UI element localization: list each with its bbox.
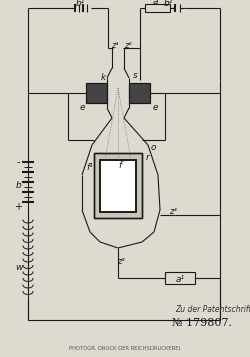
Bar xyxy=(86,83,107,103)
Text: z⁴: z⁴ xyxy=(169,207,177,216)
Text: r: r xyxy=(146,154,150,162)
Text: z³: z³ xyxy=(117,256,125,266)
Bar xyxy=(86,83,107,103)
Bar xyxy=(100,160,136,212)
Text: w: w xyxy=(15,263,23,272)
Text: № 179807.: № 179807. xyxy=(172,318,232,328)
Text: a¹: a¹ xyxy=(176,275,184,283)
Bar xyxy=(165,272,195,284)
Text: b²: b² xyxy=(163,0,173,7)
Text: b¹: b¹ xyxy=(75,0,85,7)
Text: o: o xyxy=(150,144,156,152)
Bar xyxy=(145,4,170,12)
Text: Zu der Patentschrift: Zu der Patentschrift xyxy=(175,306,250,315)
Text: s: s xyxy=(132,71,138,80)
Text: f¹: f¹ xyxy=(87,164,94,172)
Text: +: + xyxy=(14,202,22,212)
Text: z²: z² xyxy=(124,41,132,50)
Text: e: e xyxy=(152,102,158,111)
Text: e: e xyxy=(79,102,85,111)
Text: b: b xyxy=(16,181,22,190)
Bar xyxy=(129,83,150,103)
Text: k: k xyxy=(100,74,105,82)
Text: f: f xyxy=(118,161,122,170)
Text: z¹: z¹ xyxy=(111,41,119,50)
Text: PHOTOGR. DRUCK DER REICHSDRUCKEREI.: PHOTOGR. DRUCK DER REICHSDRUCKEREI. xyxy=(69,346,181,351)
Text: a: a xyxy=(152,0,158,6)
Bar xyxy=(94,153,142,218)
Text: -: - xyxy=(16,157,20,167)
Bar xyxy=(100,160,136,212)
Bar xyxy=(129,83,150,103)
Bar xyxy=(94,153,142,218)
